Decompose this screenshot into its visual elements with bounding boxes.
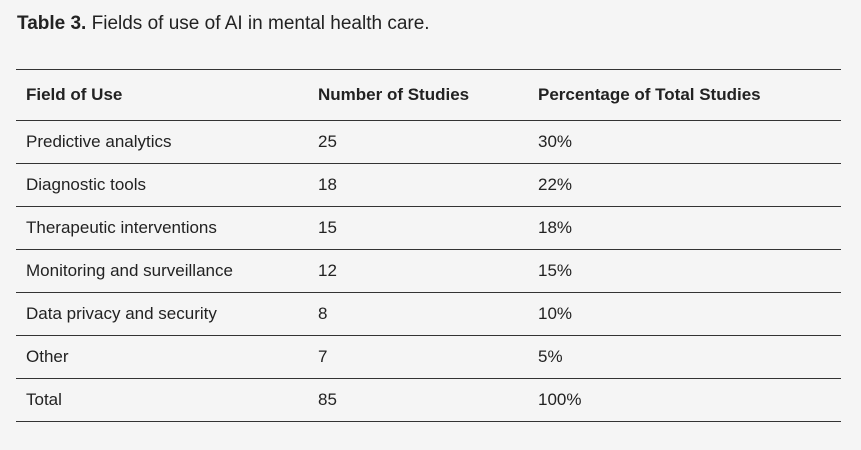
cell-percentage: 30% [538,132,573,151]
cell-count: 85 [318,390,337,409]
cell-field: Data privacy and security [26,304,217,323]
cell-percentage: 22% [538,175,573,194]
header-percentage: Percentage of Total Studies [538,85,761,104]
cell-count: 7 [318,347,328,366]
table-row: Other 7 5% [16,336,841,379]
cell-count: 18 [318,175,337,194]
header-field-of-use: Field of Use [26,85,123,104]
table-row: Diagnostic tools 18 22% [16,164,841,207]
table-row: Predictive analytics 25 30% [16,121,841,164]
cell-percentage: 10% [538,304,573,323]
cell-count: 25 [318,132,337,151]
table-caption: Table 3. Fields of use of AI in mental h… [17,12,430,36]
cell-field: Total [26,390,62,409]
cell-percentage: 18% [538,218,573,237]
cell-percentage: 5% [538,347,563,366]
cell-field: Therapeutic interventions [26,218,217,237]
cell-count: 12 [318,261,337,280]
table-caption-label: Table 3. [17,13,87,34]
table-header: Field of Use Number of Studies Percentag… [16,69,841,121]
cell-field: Other [26,347,69,366]
header-row: Field of Use Number of Studies Percentag… [16,69,841,121]
cell-count: 8 [318,304,328,323]
cell-percentage: 100% [538,390,582,409]
fields-of-use-table: Field of Use Number of Studies Percentag… [16,69,841,422]
table-caption-text: Fields of use of AI in mental health car… [91,13,430,34]
cell-percentage: 15% [538,261,573,280]
table-row: Data privacy and security 8 10% [16,293,841,336]
header-number-of-studies: Number of Studies [318,85,470,104]
table-row: Therapeutic interventions 15 18% [16,207,841,250]
table-row-total: Total 85 100% [16,379,841,422]
table-body: Predictive analytics 25 30% Diagnostic t… [16,121,841,422]
cell-field: Predictive analytics [26,132,172,151]
cell-field: Diagnostic tools [26,175,147,194]
cell-field: Monitoring and surveillance [26,261,233,280]
table-container: Field of Use Number of Studies Percentag… [16,69,841,422]
table-row: Monitoring and surveillance 12 15% [16,250,841,293]
cell-count: 15 [318,218,337,237]
